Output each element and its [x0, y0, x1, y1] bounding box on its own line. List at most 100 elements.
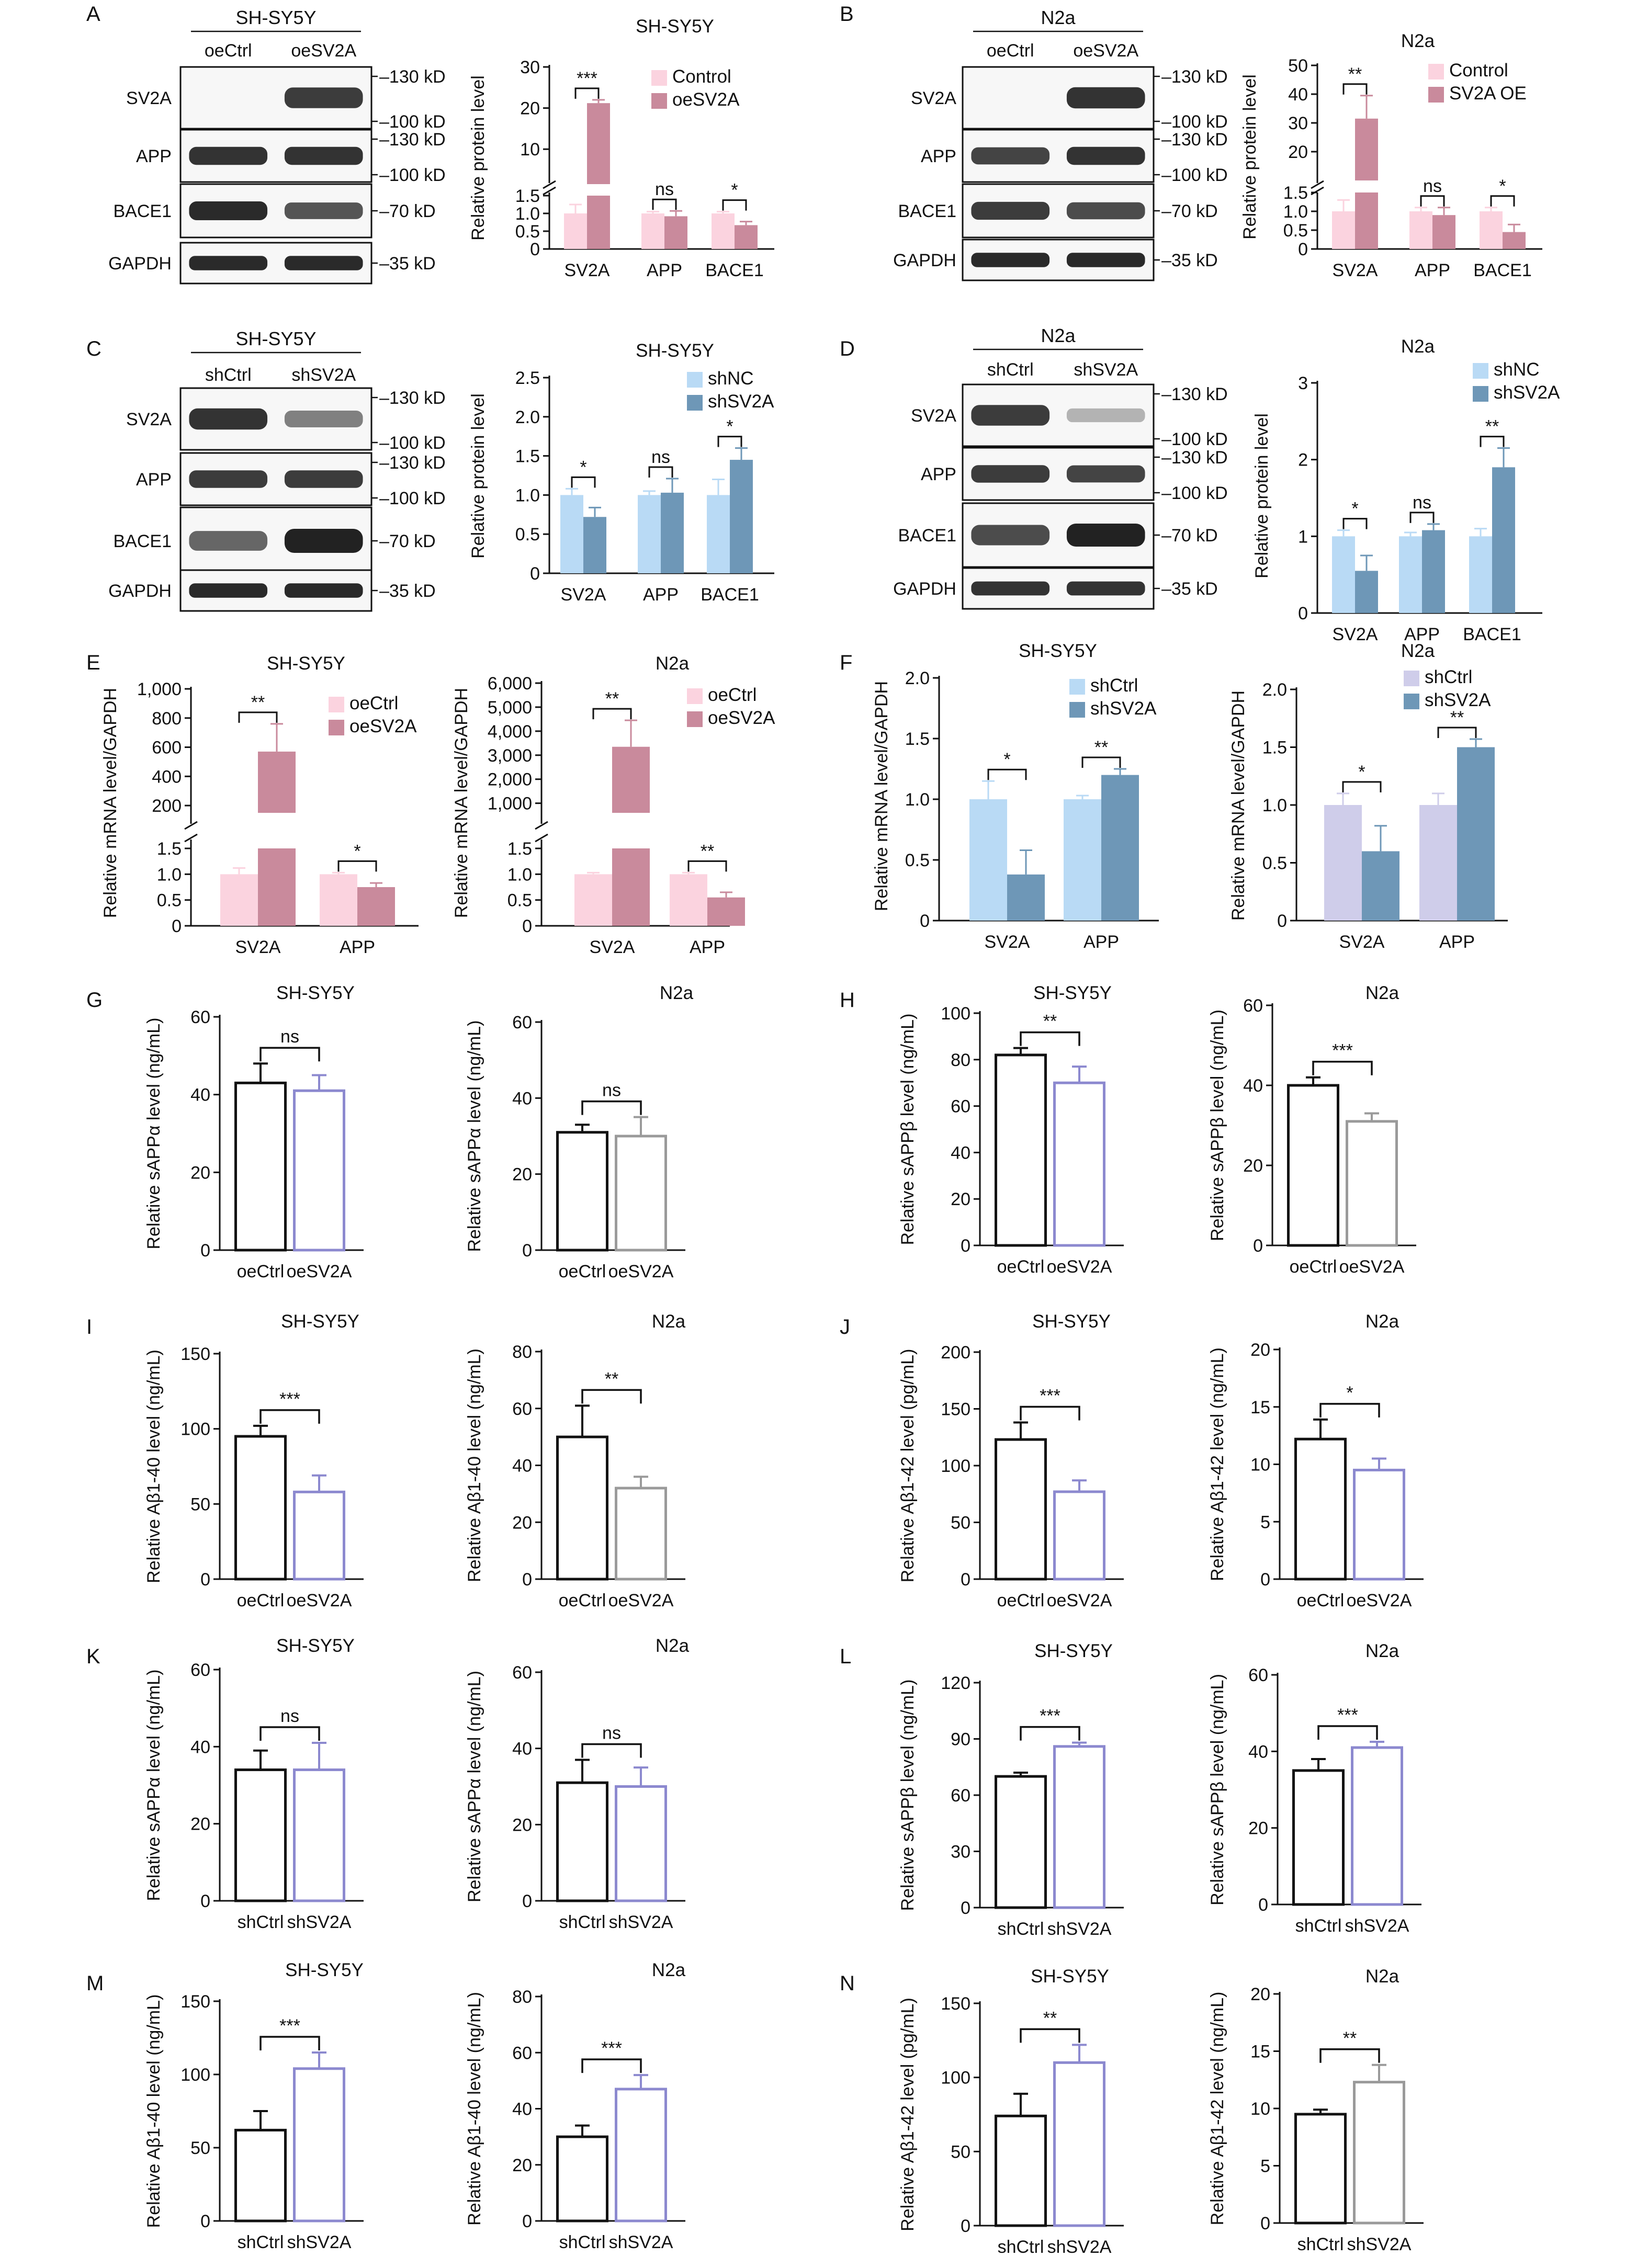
significance-label: ns — [280, 1706, 299, 1726]
bar-control — [641, 213, 664, 249]
chart-title: SH-SY5Y — [1031, 1966, 1109, 1987]
y-tick-label: 0 — [1298, 240, 1308, 259]
bar-oesv2a — [664, 216, 687, 249]
significance-bracket — [1020, 1405, 1080, 1421]
significance-label: *** — [1040, 1706, 1060, 1726]
legend-label: oeCtrl — [349, 693, 398, 713]
y-tick-label: 600 — [152, 738, 182, 758]
blot-box — [962, 66, 1155, 130]
blot-band — [1066, 202, 1145, 220]
x-tick-label: shCtrl — [559, 2232, 606, 2252]
chart-title: N2a — [1401, 641, 1435, 661]
significance-bracket — [238, 711, 278, 723]
significance-label: ns — [1413, 493, 1431, 513]
chart-title: SH-SY5Y — [267, 653, 345, 674]
x-tick-label: SV2A — [235, 937, 281, 957]
x-tick-label: SV2A — [1333, 260, 1378, 280]
y-axis-label: Relative sAPPα level (ng/mL) — [465, 1671, 484, 1902]
significance-bracket — [1409, 512, 1435, 523]
blot-band — [971, 253, 1050, 267]
bar-control — [712, 213, 735, 249]
blot-row-label: BACE1 — [114, 531, 172, 551]
x-tick-label: shSV2A — [609, 1912, 673, 1932]
legend-label: oeSV2A — [708, 708, 775, 728]
significance-bracket — [259, 1726, 320, 1741]
y-axis-label: Relative mRNA level/GAPDH — [872, 681, 891, 911]
significance-label: *** — [601, 2038, 622, 2058]
chart-title: SH-SY5Y — [276, 1636, 355, 1656]
y-tick-label: 60 — [1243, 996, 1263, 1016]
significance-bracket — [1020, 2028, 1080, 2043]
y-tick-label: 0 — [200, 1241, 210, 1261]
y-tick-label: 20 — [951, 1189, 970, 1209]
blot-row-label: GAPDH — [108, 581, 172, 601]
bar-oesv2a — [587, 196, 610, 249]
marker-label: –100 kD — [379, 433, 446, 453]
significance-bracket — [1319, 1403, 1380, 1418]
blot-band — [189, 470, 268, 488]
significance-bracket — [1081, 756, 1121, 768]
panel-letter-b: B — [840, 3, 854, 26]
y-axis-label: Relative protein level — [1240, 74, 1260, 240]
bar-shnc — [1399, 536, 1422, 613]
blot-lane-label: shCtrl — [987, 360, 1034, 380]
bar-oectrl — [1294, 1437, 1347, 1581]
bar-shsv2a — [1007, 874, 1045, 921]
y-axis-label: Relative protein level — [468, 75, 488, 241]
bar-shsv2a — [615, 1785, 667, 1902]
x-tick-label: oeSV2A — [608, 1591, 674, 1611]
y-axis-label: Relative sAPPα level (ng/mL) — [144, 1670, 164, 1901]
bar-sv2a-oe — [1355, 192, 1378, 249]
x-tick-label: APP — [643, 585, 679, 605]
panel-letter-f: F — [840, 651, 852, 674]
chart-title: N2a — [1365, 983, 1399, 1003]
marker-label: –100 kD — [1161, 112, 1228, 132]
bar-shctrl — [1324, 805, 1362, 921]
bar-shsv2a — [583, 517, 606, 573]
chart-title: N2a — [656, 653, 690, 674]
significance-bracket — [1342, 781, 1382, 792]
y-tick-label: 1.5 — [507, 839, 532, 859]
legend-swatch — [329, 720, 344, 735]
y-tick-label: 15 — [1250, 1398, 1270, 1418]
x-tick-label: shSV2A — [1347, 2235, 1412, 2254]
y-tick-label: 0 — [1258, 1895, 1268, 1915]
bar-shsv2a — [1362, 851, 1399, 921]
marker-label: –130 kD — [1161, 130, 1228, 150]
y-axis-label: Relative protein level — [468, 393, 488, 559]
x-tick-label: shCtrl — [998, 1919, 1044, 1939]
y-tick-label: 1.5 — [905, 729, 930, 749]
bar-shnc — [638, 495, 661, 573]
bar-shctrl — [969, 799, 1007, 921]
legend-label: shCtrl — [1425, 667, 1472, 687]
legend-swatch — [1404, 694, 1419, 709]
bar-oesv2a — [587, 103, 610, 184]
blot-band — [971, 201, 1050, 220]
x-tick-label: oeSV2A — [1047, 1257, 1112, 1277]
y-tick-label: 150 — [180, 1344, 210, 1364]
x-tick-label: BACE1 — [705, 260, 764, 280]
blot-row-label: BACE1 — [898, 526, 957, 546]
bar-oectrl — [234, 1081, 287, 1252]
bar-shctrl — [1294, 2113, 1347, 2225]
blot-band — [189, 408, 268, 430]
blot-band — [189, 531, 268, 551]
chart-title: N2a — [1365, 1641, 1399, 1661]
blot-band — [284, 411, 363, 427]
y-tick-label: 40 — [512, 2100, 532, 2119]
significance-bracket — [1312, 1060, 1373, 1075]
blot-band — [971, 147, 1050, 165]
legend-label: oeSV2A — [349, 716, 417, 736]
chart-title: N2a — [1365, 1966, 1399, 1987]
bar-sv2a-oe — [1355, 118, 1378, 180]
y-tick-label: 2.0 — [905, 668, 930, 688]
significance-bracket — [581, 1389, 642, 1404]
bar-oesv2a — [1346, 1120, 1398, 1247]
y-tick-label: 20 — [1250, 1340, 1270, 1360]
bar-sv2a-oe — [1503, 232, 1526, 249]
bar-oesv2a — [1053, 1490, 1105, 1581]
y-tick-label: 20 — [512, 1513, 532, 1533]
y-tick-label: 0.5 — [1283, 221, 1308, 241]
panel-letter-j: J — [840, 1316, 850, 1339]
significance-bracket — [717, 436, 742, 447]
